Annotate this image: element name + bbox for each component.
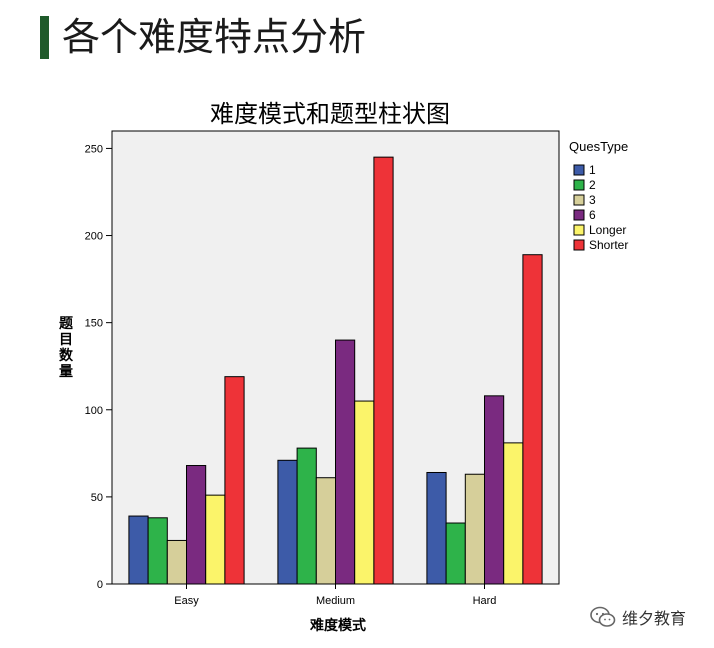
- y-tick-label: 100: [85, 405, 103, 417]
- bar-medium-longer: [354, 400, 375, 585]
- x-axis: Easy Medium Hard: [174, 584, 496, 607]
- legend-swatch: [573, 179, 585, 191]
- bar-medium-1: [277, 459, 298, 585]
- bar-easy-3: [166, 539, 188, 585]
- y-tick-label: 250: [85, 143, 103, 155]
- legend-swatch: [573, 209, 585, 221]
- legend-label: 3: [589, 193, 596, 207]
- legend-swatch: [573, 224, 585, 236]
- bar-easy-shorter: [224, 376, 245, 585]
- bar-medium-2: [296, 447, 317, 585]
- bar-easy-6: [186, 465, 207, 585]
- bar-hard-shorter: [522, 254, 543, 585]
- y-axis-label: 题目数量: [59, 316, 74, 380]
- x-axis-label: 难度模式: [309, 617, 366, 634]
- bar-easy-2: [147, 517, 168, 585]
- x-tick-label: Medium: [316, 595, 355, 607]
- legend-label: 2: [589, 178, 596, 192]
- bar-medium-3: [315, 477, 336, 585]
- watermark: 维夕教育: [590, 605, 686, 629]
- y-tick-label: 150: [85, 318, 103, 330]
- chart-title: 难度模式和题型柱状图: [210, 100, 450, 128]
- bar-easy-longer: [205, 494, 226, 585]
- bar-easy-1: [128, 515, 149, 585]
- legend-label: Shorter: [589, 238, 628, 252]
- slide-title: 各个难度特点分析: [62, 15, 367, 59]
- bar-hard-3: [464, 473, 485, 585]
- legend-label: Longer: [589, 223, 626, 237]
- bar-medium-6: [335, 339, 356, 585]
- legend-label: 6: [589, 208, 596, 222]
- y-axis: 0 50 100 150 200 250: [85, 143, 112, 591]
- x-tick-label: Easy: [174, 595, 199, 607]
- legend-title: QuesType: [569, 139, 628, 154]
- bar-hard-6: [484, 395, 505, 585]
- y-tick-label: 200: [85, 231, 103, 243]
- y-tick-label: 50: [91, 492, 103, 504]
- x-tick-label: Hard: [473, 595, 497, 607]
- bar-hard-2: [445, 522, 466, 585]
- bars-group: [128, 156, 543, 585]
- bar-medium-shorter: [373, 156, 394, 585]
- title-accent-bar: [40, 16, 49, 59]
- legend-label: 1: [589, 163, 596, 177]
- bar-hard-1: [426, 471, 447, 585]
- watermark-text: 维夕教育: [622, 609, 687, 628]
- legend-swatch: [573, 239, 585, 251]
- bar-hard-longer: [503, 442, 524, 585]
- wechat-icon: [590, 606, 616, 627]
- y-tick-label: 0: [97, 579, 103, 591]
- legend-swatch: [573, 194, 585, 206]
- legend-swatch: [573, 164, 585, 176]
